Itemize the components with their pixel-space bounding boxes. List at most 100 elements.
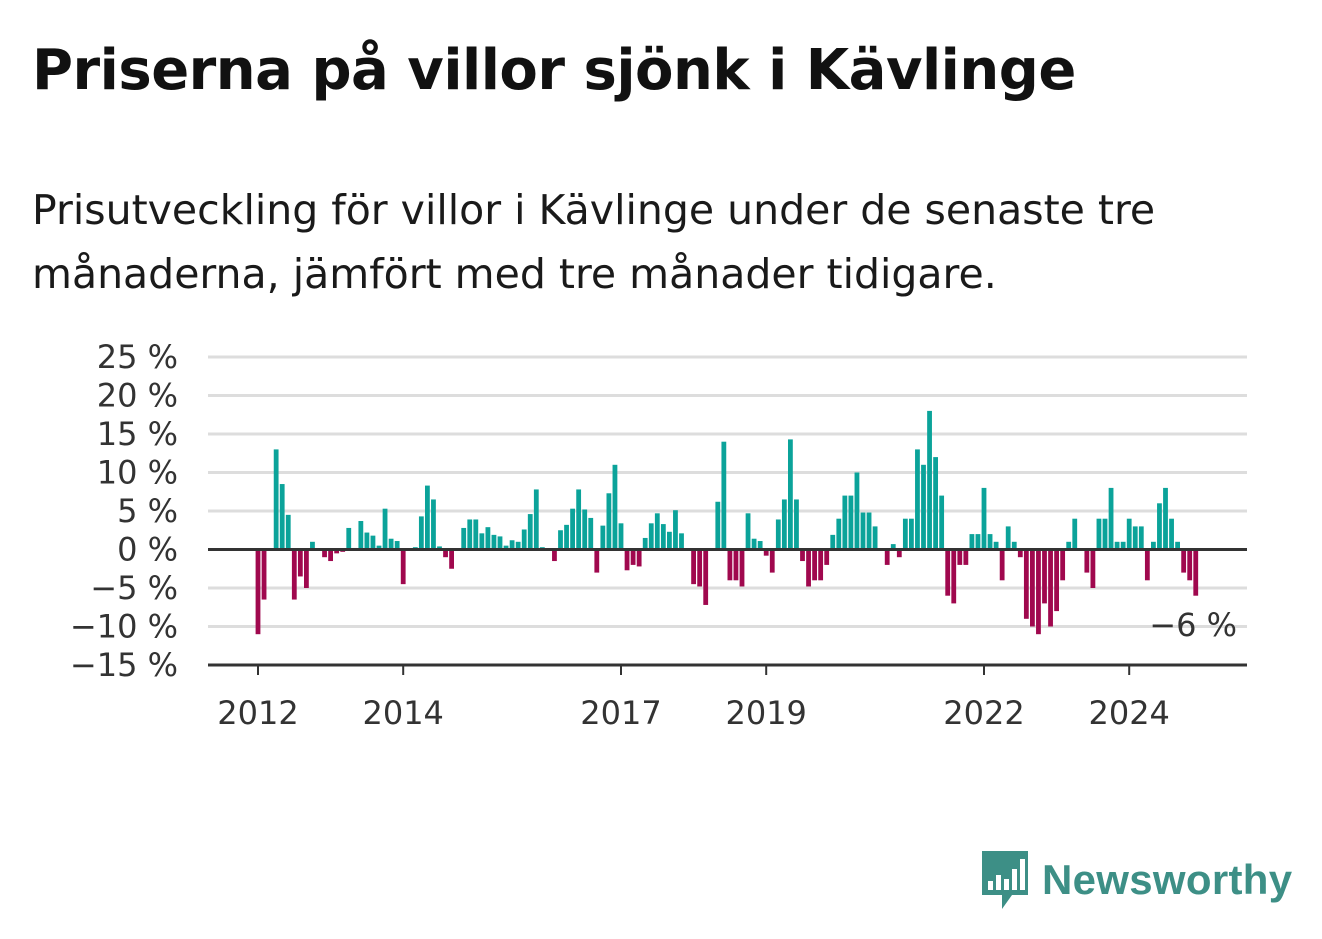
bar (1054, 549, 1059, 612)
bar (945, 549, 951, 596)
chart-title: Priserna på villor sjönk i Kävlinge (32, 38, 1076, 103)
bar (588, 517, 594, 550)
bar (564, 524, 569, 550)
bar (1120, 541, 1126, 550)
bar (364, 532, 370, 550)
x-tick-label: 2017 (580, 694, 661, 732)
bar (515, 541, 521, 550)
y-tick-label: −15 % (70, 646, 178, 684)
y-tick-label: −5 % (90, 569, 178, 607)
bar (1157, 503, 1162, 550)
bar (896, 549, 902, 558)
bar (975, 534, 981, 550)
bar (382, 508, 388, 550)
x-tick-label: 2012 (217, 694, 298, 732)
bar (570, 508, 575, 550)
bar (915, 449, 920, 550)
bar (618, 523, 624, 550)
bar (291, 549, 297, 600)
bar (461, 527, 467, 550)
bar (679, 533, 684, 550)
bar (987, 534, 993, 550)
bar (794, 499, 799, 550)
bar (394, 541, 400, 550)
newsworthy-bar-chart-icon (982, 851, 1028, 909)
bar (818, 549, 824, 581)
bar (328, 549, 333, 562)
bar (788, 439, 793, 550)
bar (358, 521, 364, 550)
bar (576, 489, 582, 550)
bar (800, 549, 805, 562)
bar (836, 518, 842, 550)
newsworthy-logo: Newsworthy (980, 848, 1292, 912)
bar (957, 549, 963, 565)
bar (624, 549, 630, 571)
bar (872, 526, 878, 550)
bar (527, 514, 533, 550)
bar (521, 529, 527, 550)
y-tick-label: 25 % (97, 338, 178, 376)
bar (1163, 487, 1168, 550)
y-tick-label: 20 % (97, 377, 178, 415)
bar (310, 541, 315, 550)
last-value-label: −6 % (1149, 606, 1237, 644)
bar (1042, 549, 1047, 604)
bar (503, 545, 509, 550)
bar (890, 544, 896, 550)
bar (388, 538, 394, 550)
bar (594, 549, 600, 573)
bar (981, 487, 987, 550)
bar (933, 457, 938, 550)
bar (425, 485, 430, 550)
bar (612, 464, 618, 550)
bar (1048, 549, 1053, 627)
bar (1017, 549, 1023, 558)
bar (261, 549, 267, 600)
bar (824, 549, 830, 565)
x-tick-label: 2022 (943, 694, 1024, 732)
bar (921, 464, 926, 550)
bar (346, 527, 352, 550)
bar (431, 499, 436, 550)
bar (648, 523, 654, 550)
bar (400, 549, 406, 585)
bar (739, 549, 745, 587)
y-tick-label: 5 % (117, 492, 178, 530)
bar (418, 516, 424, 550)
bar (443, 549, 448, 558)
bar (999, 549, 1005, 581)
bar (951, 549, 957, 604)
bar (963, 549, 969, 565)
bar (660, 524, 666, 550)
y-tick-label: −10 % (70, 608, 178, 646)
bar (848, 495, 854, 550)
bar (993, 541, 999, 550)
bar (860, 512, 866, 550)
bar (667, 531, 672, 550)
bar (751, 538, 757, 550)
bar (697, 549, 703, 587)
bar (654, 513, 660, 550)
y-tick-label: 10 % (97, 454, 178, 492)
bar (1084, 549, 1090, 573)
bar (830, 534, 836, 550)
y-axis-tick-labels: −15 %−10 %−5 %0 %5 %10 %15 %20 %25 % (70, 338, 178, 684)
bar (842, 495, 848, 550)
bar (769, 549, 775, 573)
bar (812, 549, 817, 581)
bar (1187, 549, 1193, 581)
bar (781, 499, 787, 550)
x-tick-label: 2024 (1088, 694, 1169, 732)
bar (721, 441, 727, 550)
bar (582, 509, 588, 550)
bar (1144, 549, 1150, 581)
bar (775, 519, 781, 550)
bar (673, 510, 678, 550)
bar (1096, 518, 1102, 550)
bar (376, 545, 382, 550)
bar (1036, 549, 1041, 635)
chart-subtitle: Prisutveckling för villor i Kävlinge und… (32, 186, 1156, 298)
bar (1151, 541, 1156, 550)
bar (1108, 487, 1114, 550)
